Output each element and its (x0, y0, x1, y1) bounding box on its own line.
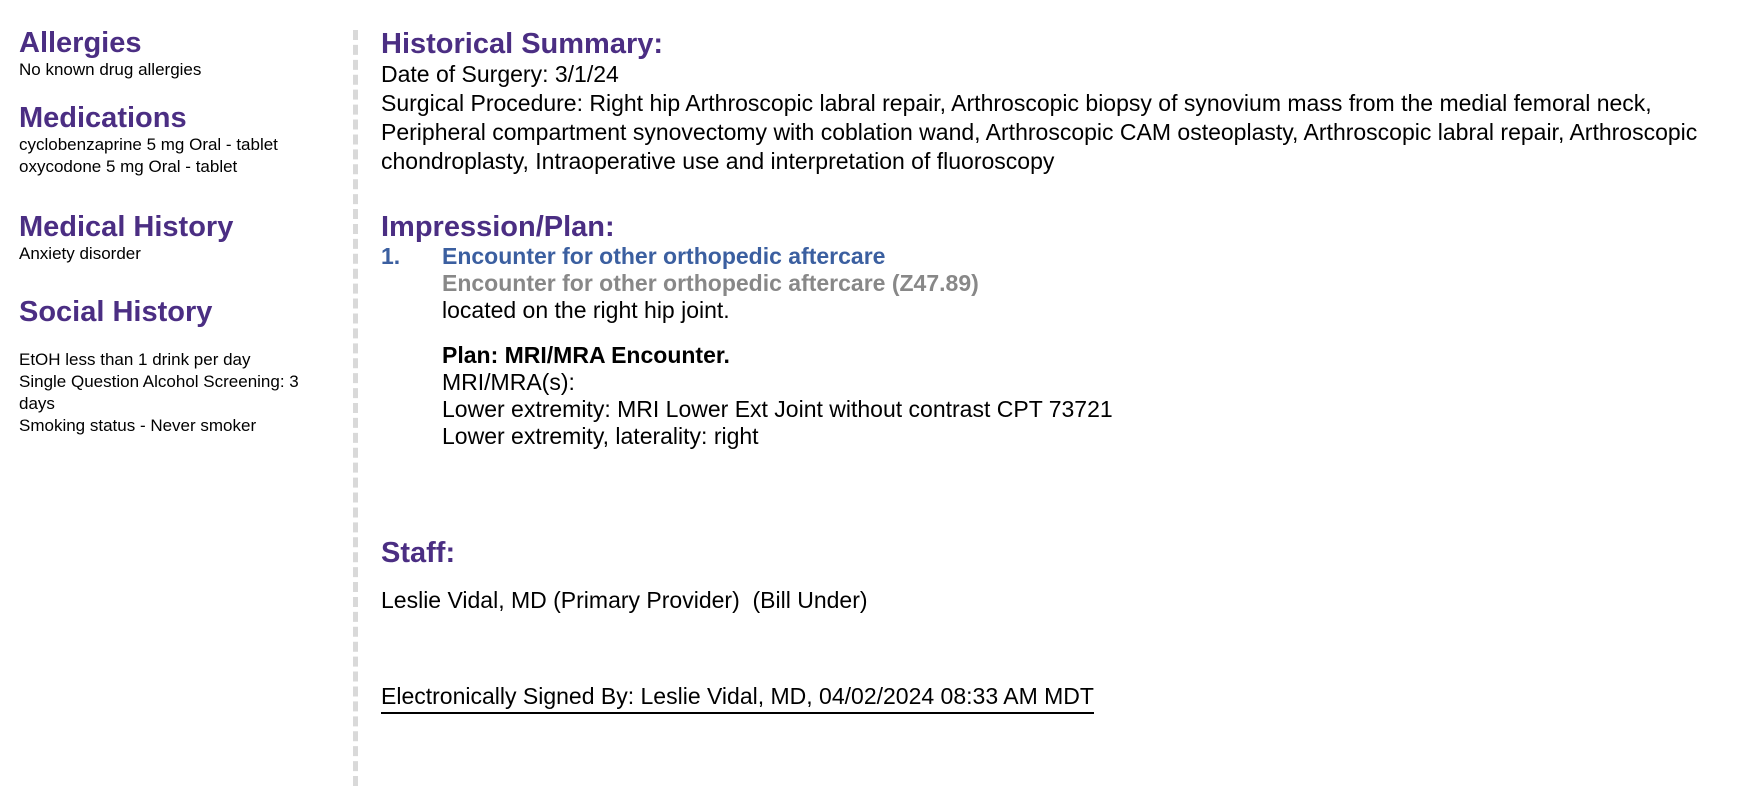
impression-list-item: 1. Encounter for other orthopedic afterc… (381, 243, 1711, 450)
medical-history-heading: Medical History (19, 211, 234, 243)
allergies-section: Allergies No known drug allergies (19, 28, 339, 81)
main-content: Historical Summary: Date of Surgery: 3/1… (381, 28, 1711, 714)
social-history-item: Single Question Alcohol Screening: 3 day… (19, 372, 299, 413)
social-history-heading: Social History (19, 296, 213, 328)
impression-item-body: Encounter for other orthopedic aftercare… (442, 243, 1711, 450)
impression-plan-heading: Impression/Plan: (381, 211, 615, 243)
electronic-signature: Electronically Signed By: Leslie Vidal, … (381, 682, 1094, 714)
staff-heading: Staff: (381, 537, 456, 569)
social-history-item: Smoking status - Never smoker (19, 416, 257, 435)
staff-provider: Leslie Vidal, MD (Primary Provider) (Bil… (381, 587, 868, 613)
plan-line: MRI/MRA(s): (442, 369, 575, 395)
column-divider (353, 30, 358, 786)
historical-summary-section: Historical Summary: Date of Surgery: 3/1… (381, 28, 1711, 176)
date-of-surgery: Date of Surgery: 3/1/24 (381, 61, 619, 87)
diagnosis-title: Encounter for other orthopedic aftercare (442, 243, 886, 269)
plan-title: Plan: MRI/MRA Encounter. (442, 342, 730, 368)
staff-section: Staff: Leslie Vidal, MD (Primary Provide… (381, 537, 1711, 615)
diagnosis-with-code: Encounter for other orthopedic aftercare… (442, 270, 979, 296)
sidebar: Allergies No known drug allergies Medica… (19, 28, 339, 437)
plan-line: Lower extremity, laterality: right (442, 423, 759, 449)
impression-plan-section: Impression/Plan: 1. Encounter for other … (381, 211, 1711, 450)
allergy-item: No known drug allergies (19, 60, 202, 79)
signature-section: Electronically Signed By: Leslie Vidal, … (381, 682, 1711, 714)
medication-item: cyclobenzaprine 5 mg Oral - tablet (19, 135, 278, 154)
allergies-heading: Allergies (19, 27, 142, 59)
diagnosis-location: located on the right hip joint. (442, 297, 730, 323)
surgical-procedure: Surgical Procedure: Right hip Arthroscop… (381, 90, 1698, 174)
medical-history-section: Medical History Anxiety disorder (19, 212, 339, 265)
plan-line: Lower extremity: MRI Lower Ext Joint wit… (442, 396, 1113, 422)
social-history-item: EtOH less than 1 drink per day (19, 350, 251, 369)
medication-item: oxycodone 5 mg Oral - tablet (19, 157, 238, 176)
social-history-section: Social History EtOH less than 1 drink pe… (19, 297, 339, 437)
list-number: 1. (381, 243, 401, 269)
medications-section: Medications cyclobenzaprine 5 mg Oral - … (19, 103, 339, 178)
historical-summary-heading: Historical Summary: (381, 28, 664, 60)
medical-history-item: Anxiety disorder (19, 244, 141, 263)
medications-heading: Medications (19, 102, 187, 134)
